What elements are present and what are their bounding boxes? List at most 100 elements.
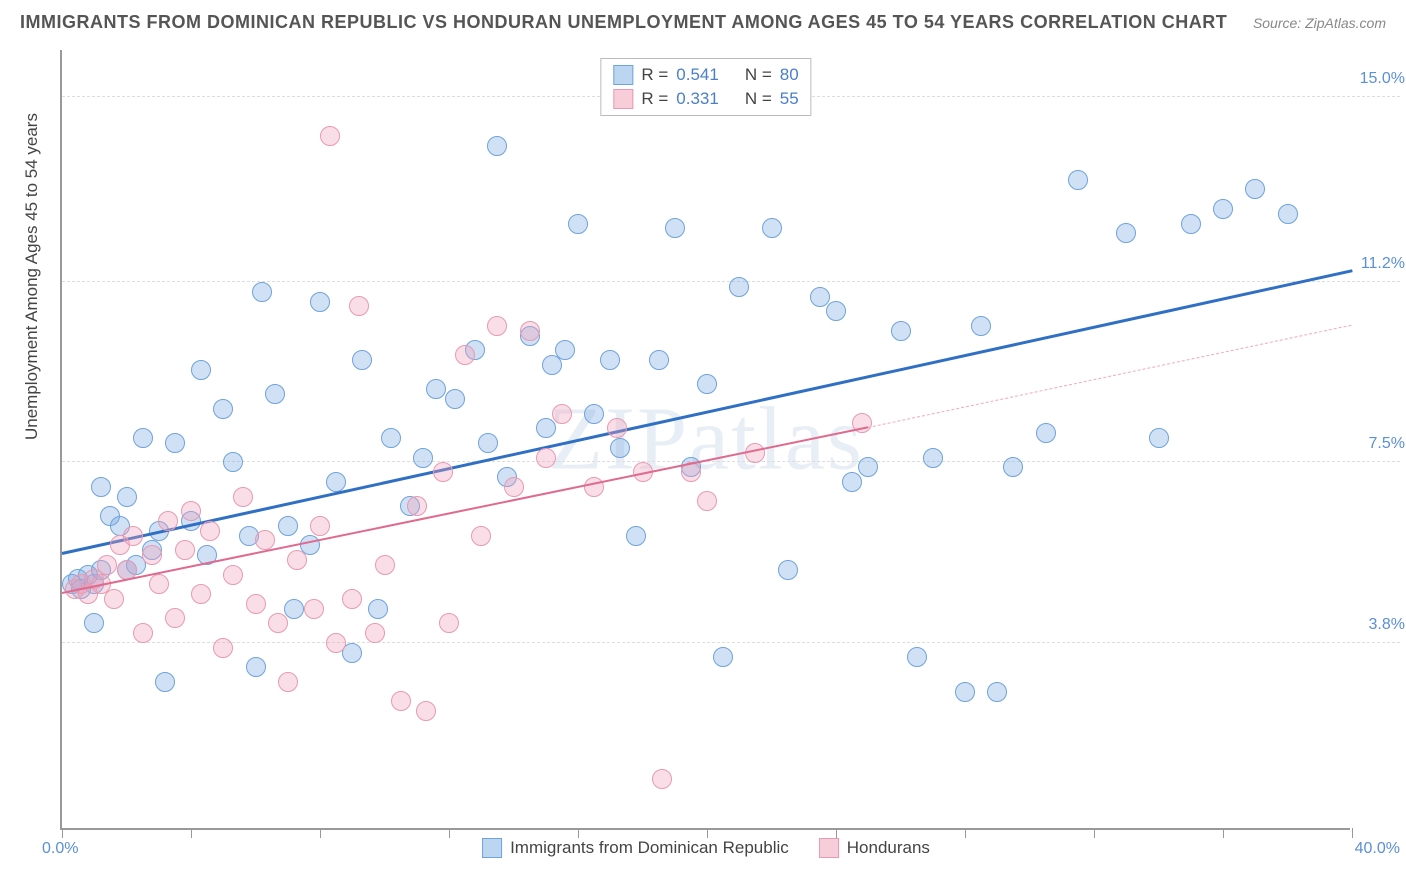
data-point-honduran (607, 418, 627, 438)
data-point-dominican (368, 599, 388, 619)
data-point-honduran (520, 321, 540, 341)
data-point-honduran (97, 555, 117, 575)
data-point-dominican (713, 647, 733, 667)
data-point-honduran (104, 589, 124, 609)
data-point-dominican (278, 516, 298, 536)
data-point-dominican (191, 360, 211, 380)
data-point-dominican (445, 389, 465, 409)
n-label: N = (745, 65, 772, 85)
data-point-honduran (142, 545, 162, 565)
data-point-honduran (487, 316, 507, 336)
data-point-dominican (352, 350, 372, 370)
data-point-dominican (923, 448, 943, 468)
data-point-dominican (165, 433, 185, 453)
trend-line (62, 269, 1353, 555)
data-point-honduran (433, 462, 453, 482)
data-point-dominican (626, 526, 646, 546)
data-point-honduran (552, 404, 572, 424)
data-point-dominican (778, 560, 798, 580)
data-point-dominican (1245, 179, 1265, 199)
data-point-dominican (1278, 204, 1298, 224)
data-point-dominican (665, 218, 685, 238)
data-point-dominican (155, 672, 175, 692)
data-point-honduran (375, 555, 395, 575)
data-point-dominican (1003, 457, 1023, 477)
x-tick (578, 828, 579, 838)
data-point-honduran (158, 511, 178, 531)
legend-swatch-honduran (613, 89, 633, 109)
x-min-label: 0.0% (42, 840, 78, 858)
data-point-honduran (652, 769, 672, 789)
legend-item-dominican: Immigrants from Dominican Republic (482, 838, 789, 858)
data-point-honduran (268, 613, 288, 633)
data-point-honduran (191, 584, 211, 604)
legend-row-dominican: R =0.541N =80 (613, 63, 798, 87)
data-point-dominican (1149, 428, 1169, 448)
data-point-dominican (842, 472, 862, 492)
data-point-honduran (439, 613, 459, 633)
data-point-dominican (762, 218, 782, 238)
data-point-honduran (165, 608, 185, 628)
legend-row-honduran: R =0.331N =55 (613, 87, 798, 111)
correlation-legend: R =0.541N =80R =0.331N =55 (600, 58, 811, 116)
data-point-dominican (413, 448, 433, 468)
x-tick (1094, 828, 1095, 838)
data-point-dominican (600, 350, 620, 370)
data-point-dominican (223, 452, 243, 472)
r-value: 0.541 (676, 65, 719, 85)
x-max-label: 40.0% (1355, 840, 1400, 858)
data-point-dominican (955, 682, 975, 702)
data-point-honduran (320, 126, 340, 146)
y-tick-label: 15.0% (1355, 70, 1405, 88)
data-point-dominican (858, 457, 878, 477)
data-point-dominican (326, 472, 346, 492)
data-point-dominican (478, 433, 498, 453)
x-tick (320, 828, 321, 838)
data-point-dominican (91, 477, 111, 497)
data-point-honduran (416, 701, 436, 721)
data-point-honduran (697, 491, 717, 511)
data-point-dominican (584, 404, 604, 424)
data-point-honduran (246, 594, 266, 614)
y-tick-label: 11.2% (1355, 255, 1405, 273)
data-point-dominican (284, 599, 304, 619)
legend-item-honduran: Hondurans (819, 838, 930, 858)
data-point-dominican (649, 350, 669, 370)
data-point-dominican (1068, 170, 1088, 190)
x-tick (707, 828, 708, 838)
data-point-dominican (1036, 423, 1056, 443)
series-legend: Immigrants from Dominican Republic Hondur… (482, 838, 930, 858)
data-point-dominican (84, 613, 104, 633)
x-tick (1352, 828, 1353, 838)
data-point-honduran (287, 550, 307, 570)
plot-area: ZIPatlas 0.0% 40.0% 3.8%7.5%11.2%15.0%R … (60, 50, 1350, 830)
legend-swatch-dominican (613, 65, 633, 85)
data-point-dominican (729, 277, 749, 297)
data-point-honduran (536, 448, 556, 468)
y-tick-label: 3.8% (1355, 616, 1405, 634)
data-point-honduran (407, 496, 427, 516)
x-tick (449, 828, 450, 838)
data-point-dominican (381, 428, 401, 448)
data-point-dominican (252, 282, 272, 302)
chart-title: IMMIGRANTS FROM DOMINICAN REPUBLIC VS HO… (20, 12, 1227, 33)
data-point-honduran (349, 296, 369, 316)
x-tick (836, 828, 837, 838)
r-value: 0.331 (676, 89, 719, 109)
x-tick (191, 828, 192, 838)
n-value: 80 (780, 65, 799, 85)
data-point-honduran (365, 623, 385, 643)
data-point-dominican (987, 682, 1007, 702)
data-point-honduran (233, 487, 253, 507)
data-point-honduran (213, 638, 233, 658)
data-point-dominican (555, 340, 575, 360)
data-point-dominican (610, 438, 630, 458)
gridline-h (62, 642, 1400, 643)
x-tick (62, 828, 63, 838)
data-point-dominican (810, 287, 830, 307)
data-point-dominican (246, 657, 266, 677)
gridline-h (62, 461, 1400, 462)
data-point-honduran (223, 565, 243, 585)
data-point-honduran (504, 477, 524, 497)
data-point-dominican (1213, 199, 1233, 219)
